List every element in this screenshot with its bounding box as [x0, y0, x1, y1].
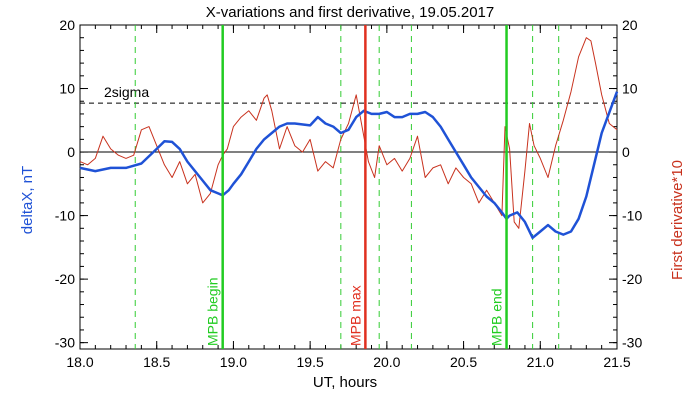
x-tick-label: 19.5	[297, 354, 324, 370]
y-tick-label-left: -20	[55, 271, 75, 287]
y-tick-label-right: 0	[622, 144, 630, 160]
series-derivative-line	[79, 37, 618, 229]
y-tick-label-left: 0	[67, 144, 75, 160]
y-tick-label-right: -10	[622, 208, 642, 224]
x-tick-label: 18.5	[143, 354, 170, 370]
y-tick-label-left: 10	[59, 81, 75, 97]
sigma-label: 2sigma	[104, 84, 149, 100]
series-deltax-line	[79, 91, 619, 240]
plot-frame	[79, 24, 618, 350]
y-tick-label-left: 20	[59, 17, 75, 33]
mpb-marker-label: MPB begin	[205, 278, 221, 346]
y-axis-right-label: First derivative*10	[669, 160, 686, 280]
x-tick-label: 19.0	[220, 354, 247, 370]
x-axis-label: UT, hours	[313, 374, 377, 391]
x-tick-label: 21.0	[527, 354, 554, 370]
y-axis-left-label: deltaX, nT	[19, 166, 36, 234]
y-tick-label-right: -20	[622, 271, 642, 287]
y-tick-label-right: 10	[622, 81, 638, 97]
x-tick-label: 21.5	[603, 354, 630, 370]
x-tick-label: 18.0	[66, 354, 93, 370]
x-tick-label: 20.5	[450, 354, 477, 370]
y-tick-label-right: 20	[622, 17, 638, 33]
mpb-marker-label: MPB end	[489, 288, 505, 346]
y-tick-label-right: -30	[622, 335, 642, 351]
plot-area: 18.0 18.5 19.0 19.5 20.0 20.5 21.0 21.5 20 20 10 10…	[55, 17, 643, 370]
x-tick-label: 20.0	[373, 354, 400, 370]
y-tick-label-left: -30	[55, 335, 75, 351]
mpb-marker-label: MPB max	[347, 285, 363, 346]
chart-title: X-variations and first derivative, 19.05…	[206, 4, 495, 21]
y-tick-label-left: -10	[55, 208, 75, 224]
